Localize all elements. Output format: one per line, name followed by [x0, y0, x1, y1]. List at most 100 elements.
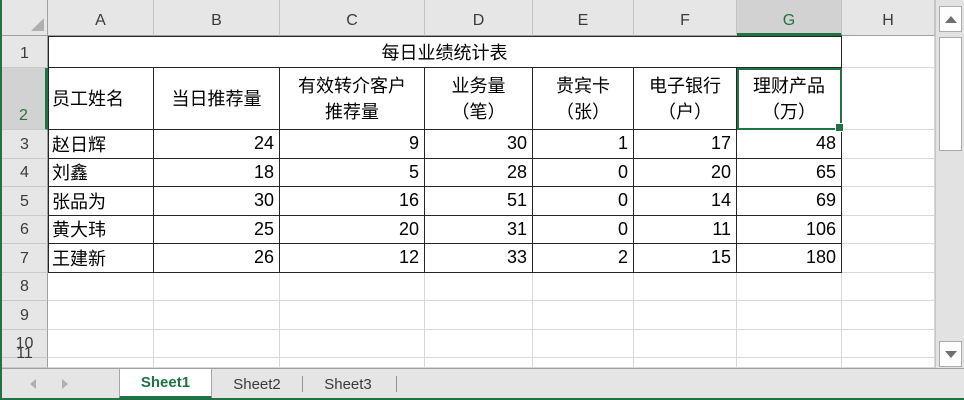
value-cell[interactable]: 26: [154, 244, 280, 273]
column-header-a[interactable]: A: [48, 0, 154, 36]
column-header-c[interactable]: C: [280, 0, 425, 36]
value-cell[interactable]: 180: [737, 244, 842, 273]
value-cell[interactable]: 5: [280, 158, 425, 187]
value-cell[interactable]: 2: [533, 244, 634, 273]
empty-cell[interactable]: [533, 358, 634, 368]
empty-cell[interactable]: [842, 36, 935, 68]
empty-cell[interactable]: [842, 329, 935, 358]
empty-cell[interactable]: [634, 358, 737, 368]
row-header-10[interactable]: 10: [2, 329, 48, 358]
row-header-9[interactable]: 9: [2, 301, 48, 330]
empty-cell[interactable]: [48, 272, 154, 301]
row-header-4[interactable]: 4: [2, 158, 48, 187]
employee-name-cell[interactable]: 王建新: [48, 244, 154, 273]
row-header-5[interactable]: 5: [2, 187, 48, 216]
value-cell[interactable]: 18: [154, 158, 280, 187]
employee-name-cell[interactable]: 刘鑫: [48, 158, 154, 187]
employee-name-cell[interactable]: 赵日辉: [48, 130, 154, 159]
empty-cell[interactable]: [842, 187, 935, 216]
empty-cell[interactable]: [842, 130, 935, 159]
column-title-cell[interactable]: 业务量 （笔）: [425, 68, 533, 130]
tab-sheet1[interactable]: Sheet1: [119, 369, 212, 398]
empty-cell[interactable]: [842, 158, 935, 187]
scroll-down-button[interactable]: [939, 341, 962, 367]
empty-cell[interactable]: [425, 329, 533, 358]
empty-cell[interactable]: [737, 329, 842, 358]
empty-cell[interactable]: [737, 358, 842, 368]
empty-cell[interactable]: [842, 68, 935, 130]
value-cell[interactable]: 31: [425, 215, 533, 244]
empty-cell[interactable]: [842, 301, 935, 330]
empty-cell[interactable]: [280, 272, 425, 301]
empty-cell[interactable]: [842, 358, 935, 368]
employee-name-cell[interactable]: 张品为: [48, 187, 154, 216]
value-cell[interactable]: 28: [425, 158, 533, 187]
row-header-8[interactable]: 8: [2, 272, 48, 301]
vertical-scrollbar[interactable]: [935, 0, 964, 368]
empty-cell[interactable]: [425, 358, 533, 368]
empty-cell[interactable]: [48, 358, 154, 368]
title-cell[interactable]: 每日业绩统计表: [48, 36, 842, 68]
select-all-button[interactable]: [2, 0, 48, 36]
employee-name-cell[interactable]: 黄大玮: [48, 215, 154, 244]
value-cell[interactable]: 17: [634, 130, 737, 159]
row-header-11[interactable]: 11: [2, 345, 48, 368]
value-cell[interactable]: 20: [280, 215, 425, 244]
scroll-up-button[interactable]: [939, 6, 962, 32]
empty-cell[interactable]: [634, 329, 737, 358]
value-cell[interactable]: 33: [425, 244, 533, 273]
empty-cell[interactable]: [280, 358, 425, 368]
column-header-f[interactable]: F: [634, 0, 737, 36]
column-title-cell[interactable]: 有效转介客户 推荐量: [280, 68, 425, 130]
value-cell[interactable]: 30: [154, 187, 280, 216]
column-header-h[interactable]: H: [842, 0, 935, 36]
value-cell[interactable]: 30: [425, 130, 533, 159]
row-header-6[interactable]: 6: [2, 215, 48, 244]
empty-cell[interactable]: [533, 301, 634, 330]
vertical-scrollbar-thumb[interactable]: [939, 37, 962, 151]
tab-sheet3[interactable]: Sheet3: [324, 375, 372, 393]
empty-cell[interactable]: [154, 301, 280, 330]
column-title-cell[interactable]: 贵宾卡 （张）: [533, 68, 634, 130]
empty-cell[interactable]: [634, 301, 737, 330]
value-cell[interactable]: 14: [634, 187, 737, 216]
value-cell[interactable]: 0: [533, 215, 634, 244]
value-cell[interactable]: 12: [280, 244, 425, 273]
value-cell[interactable]: 106: [737, 215, 842, 244]
value-cell[interactable]: 51: [425, 187, 533, 216]
value-cell[interactable]: 0: [533, 187, 634, 216]
empty-cell[interactable]: [425, 272, 533, 301]
value-cell[interactable]: 9: [280, 130, 425, 159]
column-title-cell[interactable]: 员工姓名: [48, 68, 154, 130]
column-title-cell[interactable]: 电子银行 （户）: [634, 68, 737, 130]
value-cell[interactable]: 24: [154, 130, 280, 159]
empty-cell[interactable]: [533, 272, 634, 301]
empty-cell[interactable]: [154, 329, 280, 358]
row-header-2[interactable]: 2: [2, 68, 48, 130]
value-cell[interactable]: 15: [634, 244, 737, 273]
fill-handle[interactable]: [835, 123, 844, 132]
empty-cell[interactable]: [280, 301, 425, 330]
value-cell[interactable]: 48: [737, 130, 842, 159]
empty-cell[interactable]: [737, 272, 842, 301]
empty-cell[interactable]: [842, 215, 935, 244]
column-header-b[interactable]: B: [154, 0, 280, 36]
empty-cell[interactable]: [533, 329, 634, 358]
value-cell[interactable]: 69: [737, 187, 842, 216]
empty-cell[interactable]: [842, 244, 935, 273]
empty-cell[interactable]: [842, 272, 935, 301]
tab-scroll-left-icon[interactable]: [30, 379, 36, 389]
value-cell[interactable]: 1: [533, 130, 634, 159]
empty-cell[interactable]: [634, 272, 737, 301]
empty-cell[interactable]: [48, 329, 154, 358]
value-cell[interactable]: 0: [533, 158, 634, 187]
empty-cell[interactable]: [48, 301, 154, 330]
column-header-e[interactable]: E: [533, 0, 634, 36]
value-cell[interactable]: 11: [634, 215, 737, 244]
value-cell[interactable]: 25: [154, 215, 280, 244]
value-cell[interactable]: 65: [737, 158, 842, 187]
empty-cell[interactable]: [425, 301, 533, 330]
empty-cell[interactable]: [154, 358, 280, 368]
value-cell[interactable]: 16: [280, 187, 425, 216]
row-header-7[interactable]: 7: [2, 244, 48, 273]
